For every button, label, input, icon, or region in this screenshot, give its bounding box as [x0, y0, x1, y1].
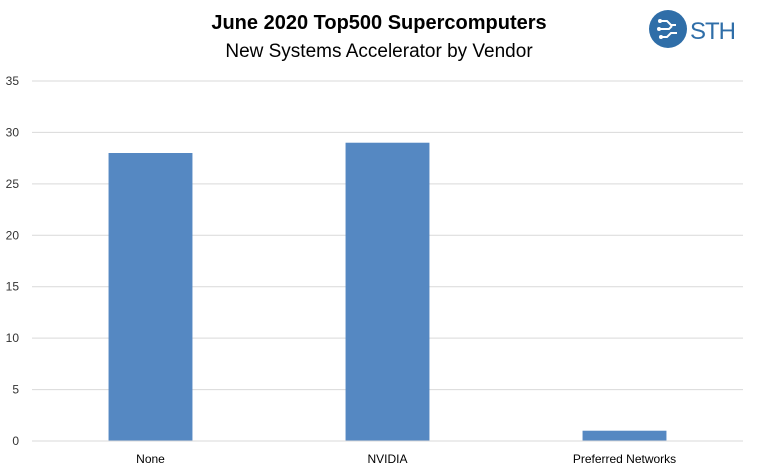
y-tick-label: 30	[6, 125, 20, 139]
x-tick-label: NVIDIA	[367, 452, 407, 466]
chart-subtitle: New Systems Accelerator by Vendor	[225, 41, 533, 62]
x-axis: None NVIDIA Preferred Networks	[32, 440, 743, 466]
circuit-head-icon	[649, 10, 687, 48]
bars	[108, 142, 667, 441]
bar-preferred-networks	[582, 430, 667, 441]
bar-nvidia	[345, 142, 430, 441]
y-tick-label: 5	[12, 383, 19, 397]
y-axis: 0 5 10 15 20 25 30 35	[6, 74, 20, 448]
y-tick-label: 10	[6, 331, 20, 345]
y-tick-label: 35	[6, 74, 20, 88]
sth-logo: STH	[649, 10, 736, 48]
y-tick-label: 0	[12, 434, 19, 448]
x-tick-label: None	[136, 452, 165, 466]
x-tick-label: Preferred Networks	[573, 452, 676, 466]
y-tick-label: 15	[6, 280, 20, 294]
logo-text: STH	[690, 18, 735, 45]
bar-none	[108, 153, 193, 441]
y-tick-label: 25	[6, 177, 20, 191]
y-tick-label: 20	[6, 228, 20, 242]
chart-title: June 2020 Top500 Supercomputers	[211, 12, 546, 34]
